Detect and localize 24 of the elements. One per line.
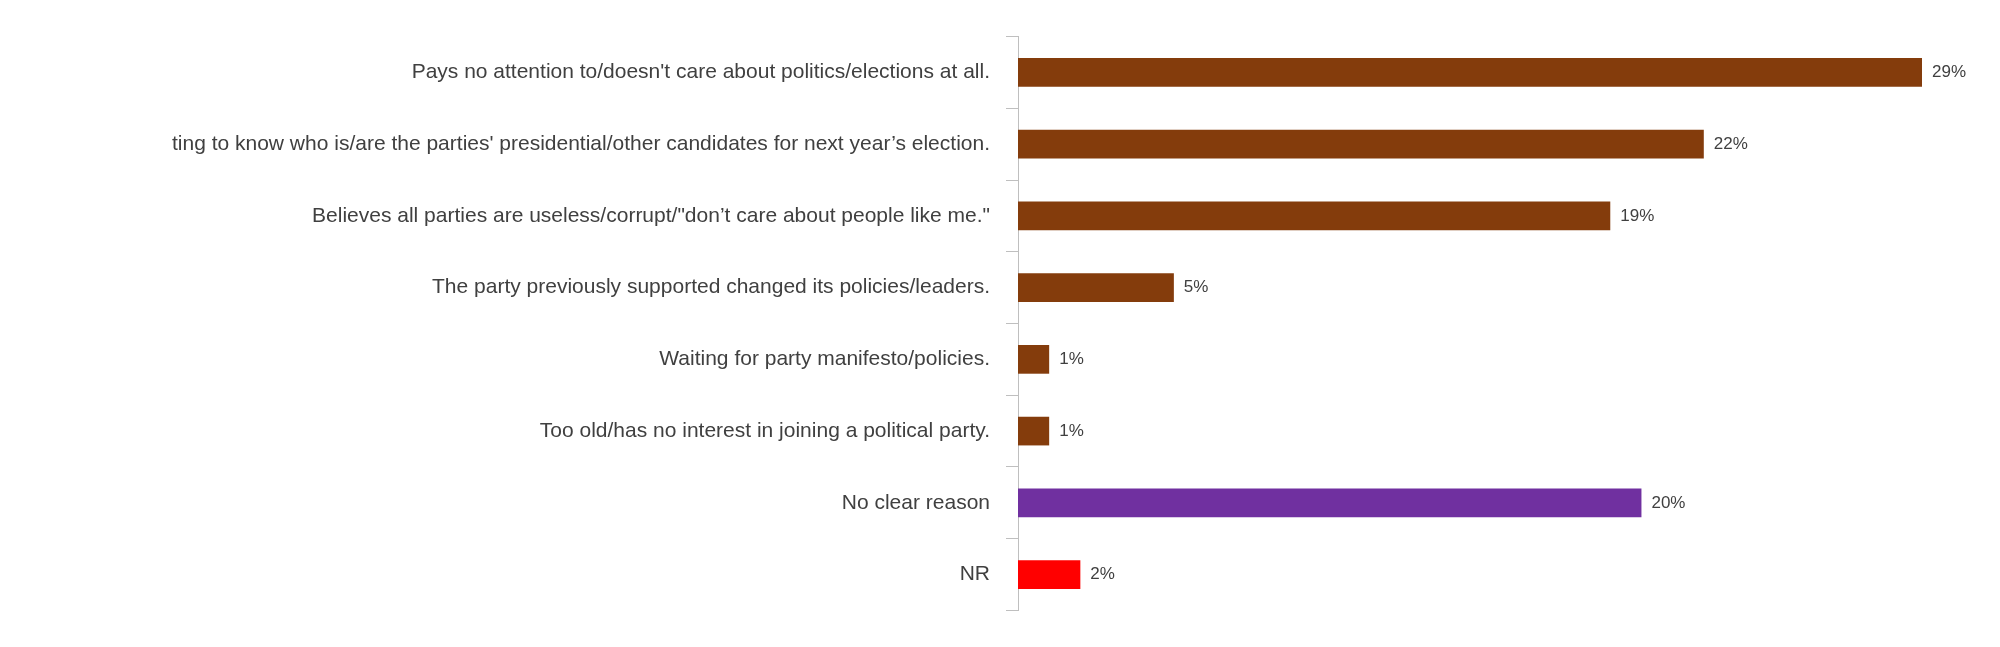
bar xyxy=(1018,416,1050,446)
bar xyxy=(1018,345,1050,374)
bar xyxy=(1018,488,1642,518)
y-tick-label: Pays no attention to/doesn't care about politics/elections at all. xyxy=(411,59,990,83)
data-label: 29% xyxy=(1932,62,1967,82)
y-tick-label: ting to know who is/are the parties' presidential/other candidates for next year’s election. xyxy=(171,130,990,154)
bar xyxy=(1018,201,1611,231)
bar xyxy=(1018,129,1704,159)
y-tick-label: Too old/has no interest in joining a political party. xyxy=(539,417,990,441)
y-tick-label: No clear reason xyxy=(841,489,990,513)
bar xyxy=(1018,58,1922,87)
y-tick-label: NR xyxy=(959,561,990,585)
data-label: 1% xyxy=(1059,349,1084,369)
y-tick-label: The party previously supported changed its policies/leaders. xyxy=(432,274,990,298)
y-tick-label: Believes all parties are useless/corrupt/"don’t care about people like me." xyxy=(312,202,990,226)
data-label: 20% xyxy=(1651,492,1686,512)
data-label: 1% xyxy=(1059,420,1084,440)
bar xyxy=(1018,560,1081,589)
data-label: 19% xyxy=(1620,205,1655,225)
data-label: 2% xyxy=(1090,564,1115,584)
bar xyxy=(1018,273,1174,302)
y-tick-label: Waiting for party manifesto/policies. xyxy=(659,346,990,370)
data-label: 22% xyxy=(1713,133,1748,153)
data-label: 5% xyxy=(1183,277,1209,297)
